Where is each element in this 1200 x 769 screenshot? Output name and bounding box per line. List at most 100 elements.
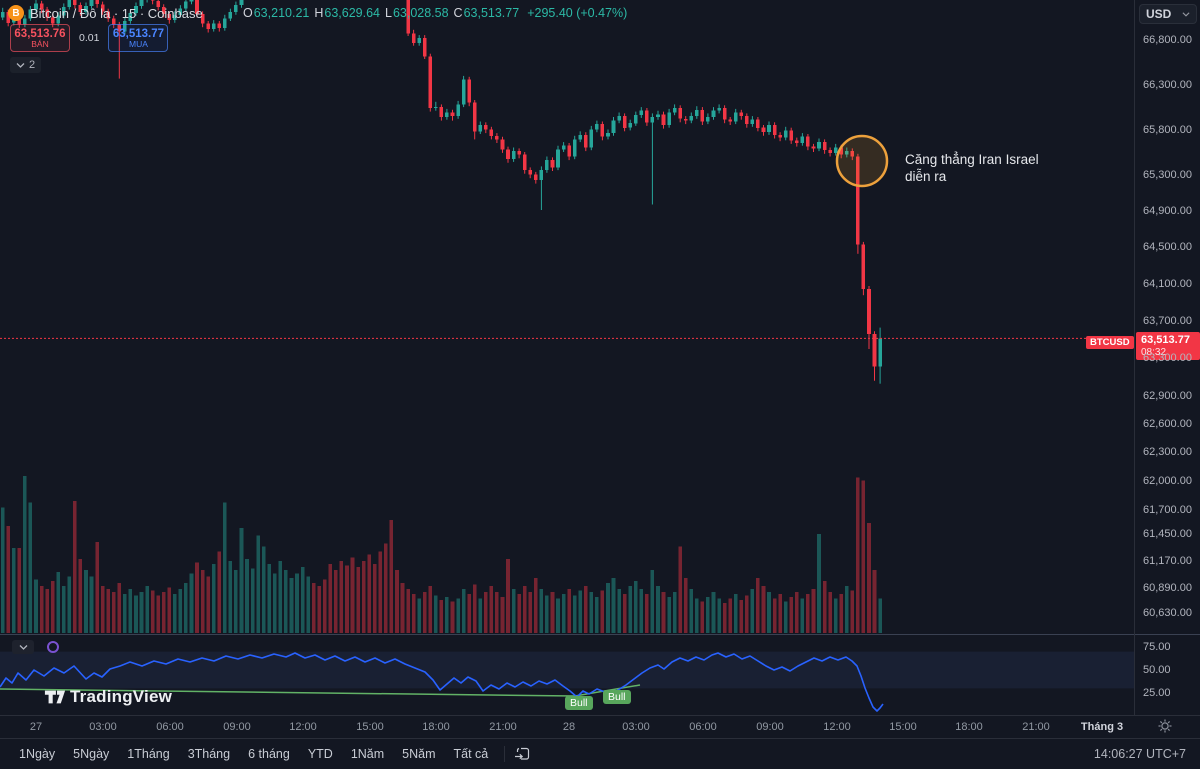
candle-body xyxy=(600,124,605,137)
range-button-1tháng[interactable]: 1Tháng xyxy=(127,747,170,761)
volume-bar xyxy=(84,570,88,633)
range-button-5năm[interactable]: 5Năm xyxy=(402,747,436,761)
volume-bar xyxy=(206,576,210,633)
price-axis-label: 62,600.00 xyxy=(1143,418,1192,430)
candle-body xyxy=(750,119,755,125)
time-axis-label: 06:00 xyxy=(689,721,717,733)
symbol-title[interactable]: Bitcoin / Đô la · 15 · Coinbase xyxy=(30,5,203,21)
time-axis-label: 28 xyxy=(562,721,576,733)
timezone-settings-icon[interactable] xyxy=(1158,719,1172,738)
range-button-6-tháng[interactable]: 6 tháng xyxy=(248,747,290,761)
volume-bar xyxy=(78,559,83,633)
volume-bar xyxy=(228,560,233,633)
candle-body xyxy=(522,154,527,170)
volume-bar xyxy=(245,559,249,633)
chevron-down-icon xyxy=(19,644,27,650)
candle-body xyxy=(572,139,577,157)
volume-bar xyxy=(445,596,449,633)
candle-body xyxy=(850,151,855,157)
candle-body xyxy=(73,0,77,6)
volume-bar xyxy=(511,589,516,633)
pane-separator[interactable] xyxy=(0,634,1200,635)
ohlc-legend: O 63,210.21 H 63,629.64 L 63,028.58 C 63,513… xyxy=(243,6,627,20)
range-button-1ngày[interactable]: 1Ngày xyxy=(19,747,56,761)
volume-bar xyxy=(872,570,877,633)
volume-bar xyxy=(373,563,377,633)
candle-body xyxy=(195,0,199,15)
volume-bar xyxy=(411,593,416,634)
price-axis-label: 61,700.00 xyxy=(1143,504,1192,516)
candle-body xyxy=(617,116,621,121)
volume-bar xyxy=(334,570,338,633)
volume-bar xyxy=(328,563,333,633)
volume-bar xyxy=(617,589,621,633)
annotation-text[interactable]: Căng thẳng Iran Israel diễn ra xyxy=(905,152,1039,184)
range-button-tất-cả[interactable]: Tất cả xyxy=(453,747,489,761)
volume-bar xyxy=(534,578,538,633)
close-value: 63,513.77 xyxy=(463,6,520,20)
buy-button[interactable]: 63,513.77 MUA xyxy=(108,24,169,52)
candle-body xyxy=(628,123,632,128)
indicator-logo-icon[interactable] xyxy=(47,641,59,653)
candle-body xyxy=(795,140,799,143)
candle-body xyxy=(667,112,671,125)
range-button-5ngày[interactable]: 5Ngày xyxy=(73,747,110,761)
volume-bar xyxy=(461,589,466,633)
clock-timezone[interactable]: 14:06:27 UTC+7 xyxy=(1093,747,1186,761)
volume-bar xyxy=(484,592,488,633)
volume-bar xyxy=(28,502,33,633)
candle-body xyxy=(189,0,194,2)
candle-body xyxy=(456,104,460,116)
go-to-date-button[interactable] xyxy=(514,745,532,763)
bar-countdown: 08:32 xyxy=(1141,346,1167,358)
annotation-circle[interactable] xyxy=(835,134,889,188)
volume-bar xyxy=(672,592,677,633)
legend-collapse-button[interactable]: 2 xyxy=(10,57,42,73)
candle-body xyxy=(567,145,571,157)
volume-bar xyxy=(839,593,843,634)
volume-bar xyxy=(756,578,760,633)
candle-body xyxy=(828,150,832,153)
time-axis[interactable]: 27 03:00 06:00 09:00 12:00 15:00 18:00 21:00 28 0… xyxy=(0,715,1200,738)
high-value: 63,629.64 xyxy=(324,6,380,20)
volume-bar xyxy=(300,567,305,633)
indicator-collapse-button[interactable] xyxy=(12,640,34,654)
candle-body xyxy=(178,8,183,15)
chart-canvas[interactable] xyxy=(0,0,1134,715)
volume-bar xyxy=(606,582,610,633)
volume-bar xyxy=(539,589,544,633)
candle-body xyxy=(128,13,133,21)
volume-bar xyxy=(761,585,766,633)
volume-bar xyxy=(350,557,355,633)
volume-bar xyxy=(439,600,444,633)
range-button-1năm[interactable]: 1Năm xyxy=(350,747,385,761)
candle-body xyxy=(872,334,877,367)
volume-bar xyxy=(56,571,60,633)
candle-body xyxy=(206,23,210,29)
volume-bar xyxy=(611,578,616,633)
volume-bar xyxy=(650,570,655,633)
volume-bar xyxy=(273,573,277,633)
chevron-down-icon xyxy=(16,62,25,68)
volume-layer xyxy=(0,476,882,634)
currency-dropdown[interactable]: USD xyxy=(1139,4,1197,24)
volume-bar xyxy=(0,507,5,633)
volume-bar xyxy=(123,593,127,634)
volume-bar xyxy=(822,581,827,633)
sell-button[interactable]: 63,513.76 BÁN xyxy=(10,24,70,52)
candle-body xyxy=(789,130,793,141)
price-axis[interactable]: USD 63,513.77 08:32 66,800.00 66,300.00 65… xyxy=(1134,0,1200,737)
range-button-ytd[interactable]: YTD xyxy=(307,747,333,761)
open-value: 63,210.21 xyxy=(253,6,310,20)
range-button-3tháng[interactable]: 3Tháng xyxy=(187,747,231,761)
sell-price: 63,513.76 xyxy=(14,27,66,40)
low-label: L xyxy=(384,6,392,20)
candle-body xyxy=(833,147,838,153)
last-price-value: 63,513.77 xyxy=(1141,334,1190,346)
candle-body xyxy=(6,12,10,23)
symbol-legend[interactable]: B Bitcoin / Đô la · 15 · Coinbase xyxy=(8,5,203,21)
volume-bar xyxy=(422,592,427,633)
candle-body xyxy=(534,174,538,180)
volume-bar xyxy=(578,590,582,633)
time-axis-label: 12:00 xyxy=(289,721,317,733)
